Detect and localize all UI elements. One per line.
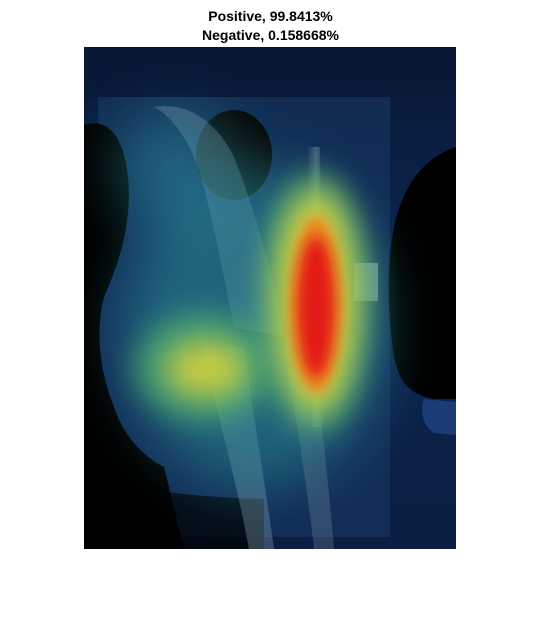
title-positive: Positive, 99.8413% [208, 8, 333, 24]
heatmap-xray-image [84, 47, 456, 549]
heatmap-svg [84, 47, 456, 549]
heat-yellow-left [166, 341, 246, 397]
right-dark-region [388, 147, 456, 399]
heat-red-core [298, 237, 334, 377]
right-lower-dark-region [422, 399, 456, 435]
figure-title: Positive, 99.8413% Negative, 0.158668% [0, 7, 541, 45]
top-vignette [84, 47, 456, 97]
left-dark-region [84, 123, 184, 549]
heat-cyan-band [114, 107, 234, 227]
bottom-dark-region [84, 477, 264, 549]
title-negative: Negative, 0.158668% [202, 27, 339, 43]
